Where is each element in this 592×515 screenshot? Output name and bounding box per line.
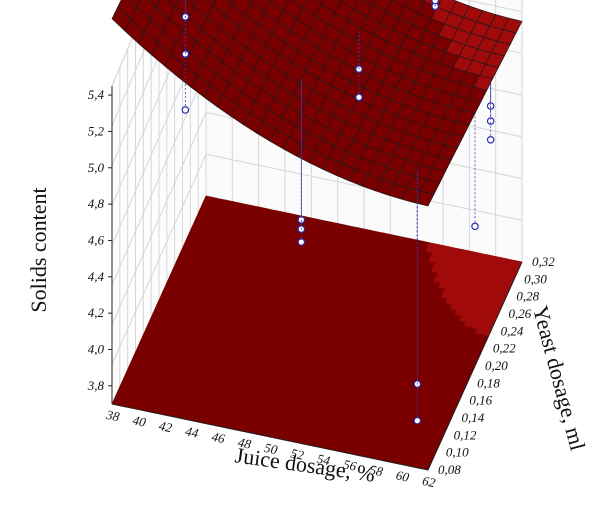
x-tick-label: 40 — [131, 412, 147, 429]
x-tick-label: 44 — [184, 423, 200, 440]
z-tick-label: 4,2 — [88, 305, 105, 320]
grid-line — [464, 0, 523, 13]
z-tick-label: 5,4 — [88, 87, 105, 102]
z-tick-label: 4,4 — [88, 269, 105, 284]
z-tick-label: 4,6 — [88, 232, 105, 247]
observation-point — [413, 416, 422, 425]
grid-line — [111, 154, 207, 365]
x-axis-line — [111, 403, 429, 471]
x-tick-label: 58 — [368, 462, 384, 479]
x-tick-label: 60 — [395, 467, 411, 484]
x-tick-label: 42 — [158, 418, 174, 435]
z-tick-label: 3,8 — [87, 378, 105, 393]
response-surface — [111, 0, 523, 207]
y-tick-label: 0,28 — [516, 289, 539, 304]
y-tick-label: 0,20 — [485, 358, 508, 373]
floor-contour-map — [111, 195, 523, 471]
x-tick-label: 38 — [104, 407, 121, 425]
y-tick-label: 0,18 — [477, 375, 500, 390]
y-tick-label: 0,24 — [501, 323, 524, 338]
z-tick-label: 4,0 — [88, 341, 105, 356]
x-tick-label: 46 — [210, 429, 226, 446]
observation-point — [355, 93, 363, 102]
y-tick-label: 0,26 — [509, 306, 532, 321]
z-tick-label: 4,8 — [88, 196, 105, 211]
observation-points — [181, 0, 495, 425]
grid-line — [111, 70, 207, 285]
y-axis-line — [427, 261, 523, 471]
y-tick-label: 0,14 — [462, 410, 485, 425]
grid-line — [111, 0, 149, 87]
surface-cell — [414, 190, 435, 207]
y-tick-label: 0,10 — [446, 445, 469, 460]
y-tick-label: 0,12 — [454, 427, 477, 442]
observation-point — [471, 222, 479, 231]
z-tick-label: 5,0 — [88, 160, 105, 175]
y-tick-label: 0,32 — [532, 254, 555, 269]
grid-line — [111, 112, 207, 325]
y-axis-title: Yeast dosage, ml — [528, 303, 591, 453]
y-tick-label: 0,22 — [493, 341, 516, 356]
x-tick-label: 54 — [316, 451, 332, 468]
axes: 38 40 42 44 46 48 50 52 54 56 58 60 620,08 0,10 0,12 0,… — [87, 86, 555, 490]
x-tick-label: 62 — [421, 473, 437, 490]
y-tick-label: 0,08 — [438, 462, 461, 477]
z-tick-label: 5,2 — [88, 123, 105, 138]
observation-point — [486, 136, 495, 144]
x-tick-label: 50 — [263, 440, 279, 457]
x-tick-label: 48 — [237, 434, 253, 451]
z-axis-title: Solids content — [26, 187, 51, 312]
x-tick-label: 52 — [289, 445, 305, 462]
observation-point — [431, 0, 439, 5]
observation-point — [181, 106, 190, 114]
y-tick-label: 0,16 — [469, 393, 492, 408]
x-tick-label: 56 — [342, 456, 358, 473]
grid-line — [205, 153, 523, 221]
y-tick-label: 0,30 — [524, 271, 547, 286]
observation-point — [297, 238, 306, 246]
